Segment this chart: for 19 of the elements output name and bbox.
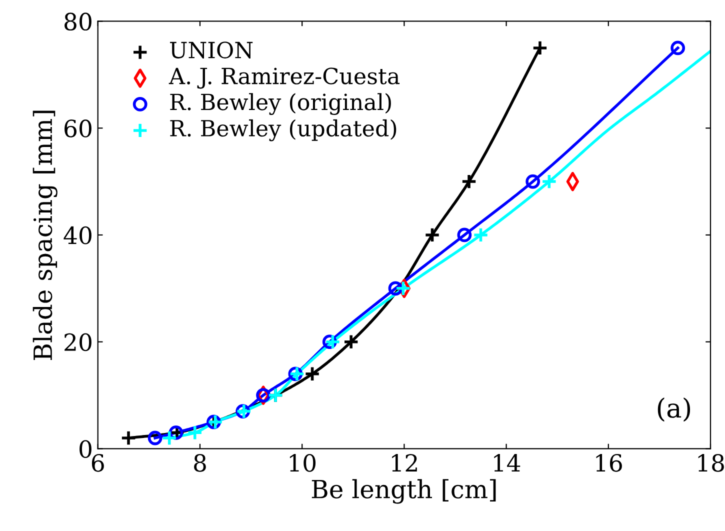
y-axis-title: Blade spacing [mm] [32, 110, 58, 360]
y-tick-label: 40 [64, 226, 92, 244]
x-tick-label: 12 [392, 454, 417, 472]
legend-label: R. Bewley (original) [170, 93, 391, 115]
x-axis-title: Be length [cm] [312, 479, 496, 504]
legend-label: A. J. Ramirez-Cuesta [168, 68, 400, 89]
x-tick-label: 18 [698, 454, 724, 472]
annotation: (a) [658, 398, 690, 422]
y-tick-label: 0 [80, 440, 92, 458]
legend-label: R. Bewley (updated) [170, 119, 396, 142]
x-tick-label: 14 [494, 454, 520, 472]
y-tick-label: 80 [64, 12, 92, 31]
legend-label: UNION [170, 42, 253, 58]
x-tick-label: 16 [596, 454, 622, 472]
x-tick-label: 6 [92, 454, 104, 472]
y-tick-label: 20 [64, 333, 92, 352]
y-tick-label: 60 [64, 120, 92, 138]
x-tick-label: 10 [290, 454, 316, 472]
x-tick-label: 8 [194, 454, 206, 472]
